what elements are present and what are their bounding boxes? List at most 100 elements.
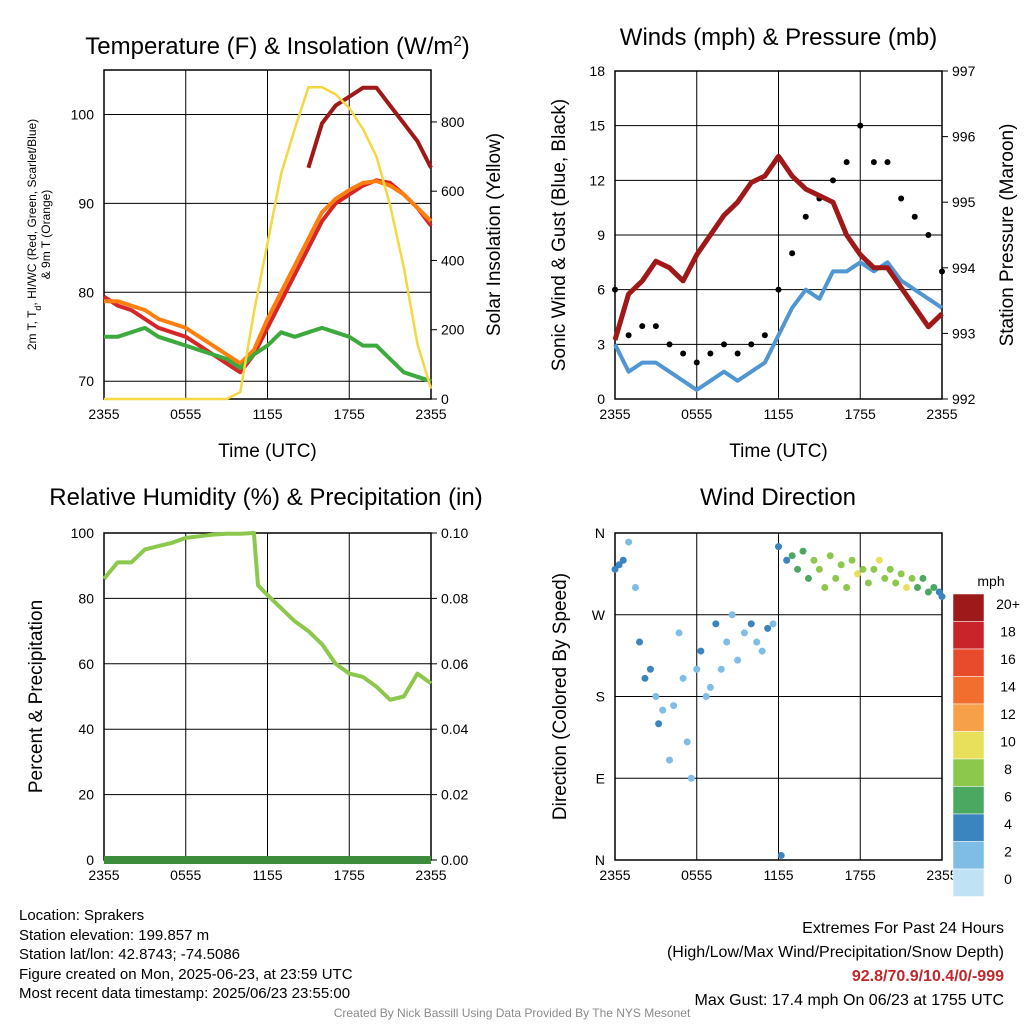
y-tick-label: 80	[78, 284, 94, 300]
gust-point	[843, 159, 850, 166]
gust-point	[734, 350, 741, 357]
x-tick-label: 1755	[845, 406, 876, 422]
direction-point	[804, 574, 812, 582]
direction-point	[848, 556, 856, 564]
legend-swatch	[952, 868, 985, 897]
x-tick-label: 2355	[599, 406, 630, 422]
direction-point	[655, 720, 663, 728]
legend-swatch	[952, 703, 985, 732]
gust-point	[707, 350, 714, 357]
direction-point	[679, 674, 687, 682]
y-tick-label: 0	[86, 852, 94, 868]
direction-point	[702, 693, 710, 700]
x-tick-label: 2355	[88, 867, 119, 883]
credit-text: Created By Nick Bassill Using Data Provi…	[333, 1006, 691, 1020]
chart-title-direction: Wind Direction	[700, 484, 856, 511]
y-right-tick-label: 994	[952, 260, 976, 276]
legend-label: 18	[1000, 624, 1016, 640]
y-axis-title-left: Sonic Wind & Gust (Blue, Black)	[549, 99, 570, 371]
x-tick-label: 0555	[681, 867, 712, 883]
direction-point	[734, 656, 742, 664]
x-tick-label: 1155	[252, 867, 282, 883]
legend-label: 10	[1000, 734, 1016, 750]
direction-point	[697, 647, 705, 655]
direction-point	[832, 574, 840, 582]
direction-point	[625, 538, 633, 546]
gust-point	[911, 213, 918, 220]
direction-point	[783, 556, 791, 564]
x-tick-label: 1155	[252, 406, 282, 422]
series-line	[306, 85, 433, 169]
y-tick-label: 60	[78, 656, 94, 672]
y-right-tick-label: 0.08	[441, 590, 468, 606]
y-tick-label: 3	[597, 336, 605, 352]
legend-swatch	[952, 676, 985, 705]
direction-point	[775, 543, 782, 551]
gust-point	[721, 341, 727, 348]
direction-point	[646, 665, 654, 673]
y-right-tick-label: 0.10	[441, 525, 468, 541]
series-line	[102, 531, 433, 702]
direction-point	[769, 620, 777, 628]
y-right-tick-label: 0.06	[441, 656, 468, 672]
direction-point	[919, 574, 927, 582]
y-tick-label: 15	[589, 118, 605, 134]
latlon-text: Station lat/lon: 42.8743; -74.5086	[19, 946, 241, 963]
y-tick-label: 100	[71, 106, 95, 122]
x-axis-title: Time (UTC)	[729, 441, 828, 462]
direction-point	[886, 565, 894, 573]
x-tick-label: 0555	[170, 867, 201, 883]
direction-point	[641, 674, 649, 682]
gust-point	[898, 195, 905, 202]
gust-point	[761, 332, 768, 339]
direction-point	[924, 588, 932, 596]
location-text: Location: Sprakers	[19, 907, 145, 924]
series-line	[612, 153, 944, 341]
gust-point	[884, 159, 891, 166]
direction-point	[706, 683, 714, 691]
direction-point	[666, 756, 673, 764]
y-right-tick-label: 993	[952, 325, 976, 341]
y-tick-label: N	[595, 525, 605, 541]
direction-point	[815, 565, 823, 573]
direction-point	[892, 579, 900, 587]
x-tick-label: 2355	[415, 867, 446, 883]
direction-point	[631, 584, 639, 591]
direction-point	[826, 552, 834, 560]
direction-point	[652, 693, 660, 700]
series-line	[104, 179, 433, 366]
x-tick-label: 2355	[599, 867, 630, 883]
legend-label: 20+	[996, 596, 1020, 612]
gust-point	[625, 332, 632, 339]
y-right-tick-label: 600	[441, 183, 465, 199]
y-tick-label: 70	[78, 373, 94, 389]
created-text: Figure created on Mon, 2025-06-23, at 23…	[19, 965, 353, 983]
legend-swatch	[952, 786, 985, 815]
direction-point	[758, 647, 766, 655]
max-gust-text: Max Gust: 17.4 mph On 06/23 at 1755 UTC	[694, 992, 1005, 1009]
y-tick-label: 90	[78, 195, 94, 211]
direction-point	[777, 851, 785, 859]
chart-title-temperature: Temperature (F) & Insolation (W/m2)	[85, 33, 469, 61]
y-tick-label: N	[595, 852, 605, 868]
legend-label: 16	[1000, 651, 1016, 667]
direction-point	[675, 629, 683, 637]
gust-point	[639, 323, 646, 330]
series-line	[613, 260, 944, 392]
series-line	[104, 325, 432, 384]
direction-point	[740, 629, 748, 637]
legend-label: 2	[1004, 844, 1012, 860]
direction-point	[764, 624, 772, 632]
direction-point	[870, 565, 878, 573]
gust-point	[789, 250, 796, 257]
gust-point	[612, 286, 618, 293]
recent-text: Most recent data timestamp: 2025/06/23 2…	[19, 985, 351, 1002]
y-tick-label: S	[596, 689, 605, 705]
legend-label: 12	[1000, 706, 1016, 722]
chart-title-humidity: Relative Humidity (%) & Precipitation (i…	[49, 484, 482, 511]
y-tick-label: 40	[78, 721, 94, 737]
y-tick-label: W	[592, 607, 606, 623]
direction-point	[659, 706, 667, 714]
legend-label: 4	[1004, 816, 1012, 832]
